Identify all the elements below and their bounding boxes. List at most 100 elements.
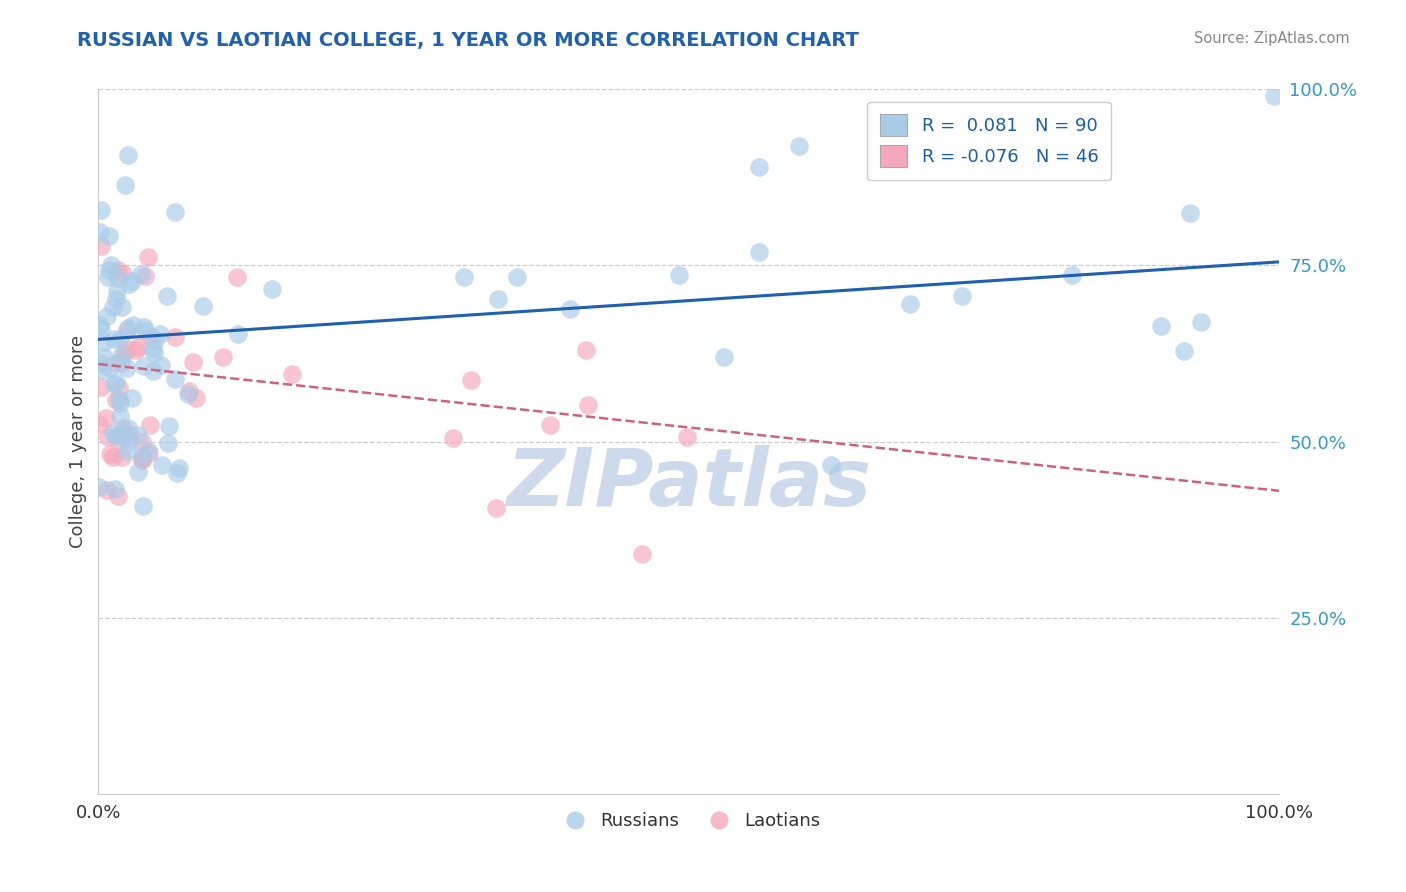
Point bbox=[1263, 89, 1285, 103]
Point bbox=[575, 343, 598, 357]
Point bbox=[179, 384, 201, 399]
Point bbox=[127, 340, 149, 354]
Point bbox=[93, 334, 115, 349]
Point bbox=[91, 363, 114, 377]
Point bbox=[110, 349, 132, 363]
Point bbox=[104, 292, 127, 306]
Point bbox=[453, 270, 475, 285]
Point bbox=[129, 267, 152, 281]
Point bbox=[104, 356, 127, 370]
Point bbox=[138, 446, 160, 460]
Point bbox=[538, 417, 561, 432]
Point bbox=[630, 547, 652, 561]
Point bbox=[111, 300, 134, 314]
Point bbox=[142, 345, 165, 359]
Text: ZIPatlas: ZIPatlas bbox=[506, 445, 872, 523]
Point bbox=[121, 274, 143, 288]
Point bbox=[117, 420, 139, 434]
Point bbox=[115, 444, 138, 458]
Point bbox=[108, 381, 131, 395]
Point bbox=[150, 458, 173, 472]
Point bbox=[101, 450, 124, 464]
Point bbox=[107, 263, 129, 277]
Point bbox=[114, 178, 136, 193]
Point bbox=[789, 139, 811, 153]
Point bbox=[506, 270, 529, 285]
Point bbox=[136, 250, 159, 264]
Point bbox=[1173, 343, 1195, 358]
Point bbox=[107, 270, 129, 285]
Point bbox=[89, 225, 111, 239]
Point bbox=[820, 458, 842, 473]
Point bbox=[118, 434, 141, 449]
Point bbox=[131, 499, 153, 513]
Point bbox=[87, 417, 110, 432]
Point bbox=[118, 426, 141, 441]
Point bbox=[103, 377, 125, 392]
Point bbox=[112, 347, 135, 361]
Point bbox=[485, 501, 508, 516]
Point bbox=[117, 321, 139, 335]
Point bbox=[558, 301, 581, 316]
Point bbox=[90, 239, 112, 253]
Point bbox=[121, 318, 143, 333]
Point bbox=[101, 426, 124, 441]
Point bbox=[103, 483, 125, 497]
Point bbox=[576, 398, 599, 412]
Point bbox=[142, 363, 165, 377]
Point bbox=[90, 322, 112, 336]
Point bbox=[212, 350, 235, 364]
Point bbox=[163, 330, 186, 344]
Point bbox=[96, 410, 118, 425]
Point bbox=[1180, 206, 1202, 220]
Point bbox=[262, 282, 284, 296]
Point bbox=[138, 329, 160, 343]
Point bbox=[280, 368, 302, 382]
Point bbox=[184, 391, 207, 405]
Point bbox=[177, 386, 200, 401]
Point bbox=[228, 327, 250, 342]
Point bbox=[117, 342, 139, 356]
Point bbox=[136, 443, 159, 458]
Point bbox=[226, 269, 249, 284]
Point bbox=[167, 460, 190, 475]
Point bbox=[103, 332, 125, 346]
Point bbox=[142, 342, 165, 356]
Point bbox=[121, 391, 143, 405]
Point bbox=[90, 202, 112, 217]
Point bbox=[96, 483, 118, 498]
Point bbox=[89, 356, 111, 370]
Point bbox=[103, 301, 125, 315]
Point bbox=[90, 380, 112, 394]
Point bbox=[110, 332, 132, 346]
Point bbox=[97, 269, 120, 284]
Point bbox=[112, 426, 135, 441]
Point bbox=[156, 289, 179, 303]
Point bbox=[131, 449, 153, 463]
Point bbox=[134, 323, 156, 337]
Point bbox=[105, 376, 128, 390]
Point bbox=[117, 148, 139, 162]
Point bbox=[139, 417, 162, 432]
Point bbox=[143, 334, 166, 348]
Point bbox=[111, 421, 134, 435]
Point bbox=[97, 229, 120, 244]
Point bbox=[96, 309, 118, 323]
Point bbox=[108, 409, 131, 423]
Text: Source: ZipAtlas.com: Source: ZipAtlas.com bbox=[1194, 31, 1350, 46]
Point bbox=[713, 350, 735, 364]
Legend: Russians, Laotians: Russians, Laotians bbox=[550, 805, 828, 838]
Y-axis label: College, 1 year or more: College, 1 year or more bbox=[69, 335, 87, 548]
Point bbox=[898, 297, 921, 311]
Point bbox=[134, 268, 156, 283]
Point bbox=[676, 429, 699, 443]
Point bbox=[668, 268, 690, 282]
Point bbox=[166, 466, 188, 480]
Point bbox=[112, 267, 135, 281]
Point bbox=[150, 359, 173, 373]
Point bbox=[149, 326, 172, 341]
Point bbox=[89, 480, 111, 494]
Point bbox=[157, 418, 180, 433]
Point bbox=[157, 435, 180, 450]
Point bbox=[1060, 268, 1083, 282]
